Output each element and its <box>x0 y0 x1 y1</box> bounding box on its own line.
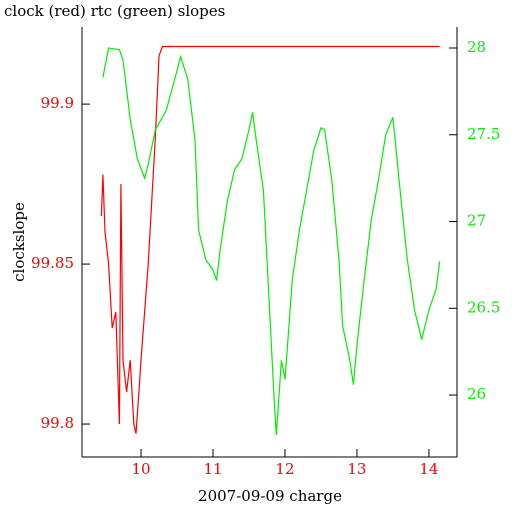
x-tick-label: 13 <box>347 460 366 478</box>
x-tick-label: 14 <box>419 460 438 478</box>
y2-tick-label: 28 <box>467 38 486 56</box>
series-line <box>102 47 441 436</box>
y2-tick-label: 27.5 <box>467 125 500 143</box>
x-tick-label: 10 <box>131 460 150 478</box>
chart-title: clock (red) rtc (green) slopes <box>4 2 225 20</box>
y-tick-label: 99.85 <box>31 254 74 272</box>
y2-tick-label: 26.5 <box>467 298 500 316</box>
y-tick-label: 99.8 <box>41 414 74 432</box>
y2-tick-label: 26 <box>467 385 486 403</box>
y-axis-label: clockslope <box>10 202 28 282</box>
x-tick-label: 12 <box>275 460 294 478</box>
x-axis-label: 2007-09-09 charge <box>198 487 342 505</box>
series-line <box>100 45 440 434</box>
x-tick-label: 11 <box>203 460 222 478</box>
y2-tick-label: 27 <box>467 212 486 230</box>
y-tick-label: 99.9 <box>41 94 74 112</box>
